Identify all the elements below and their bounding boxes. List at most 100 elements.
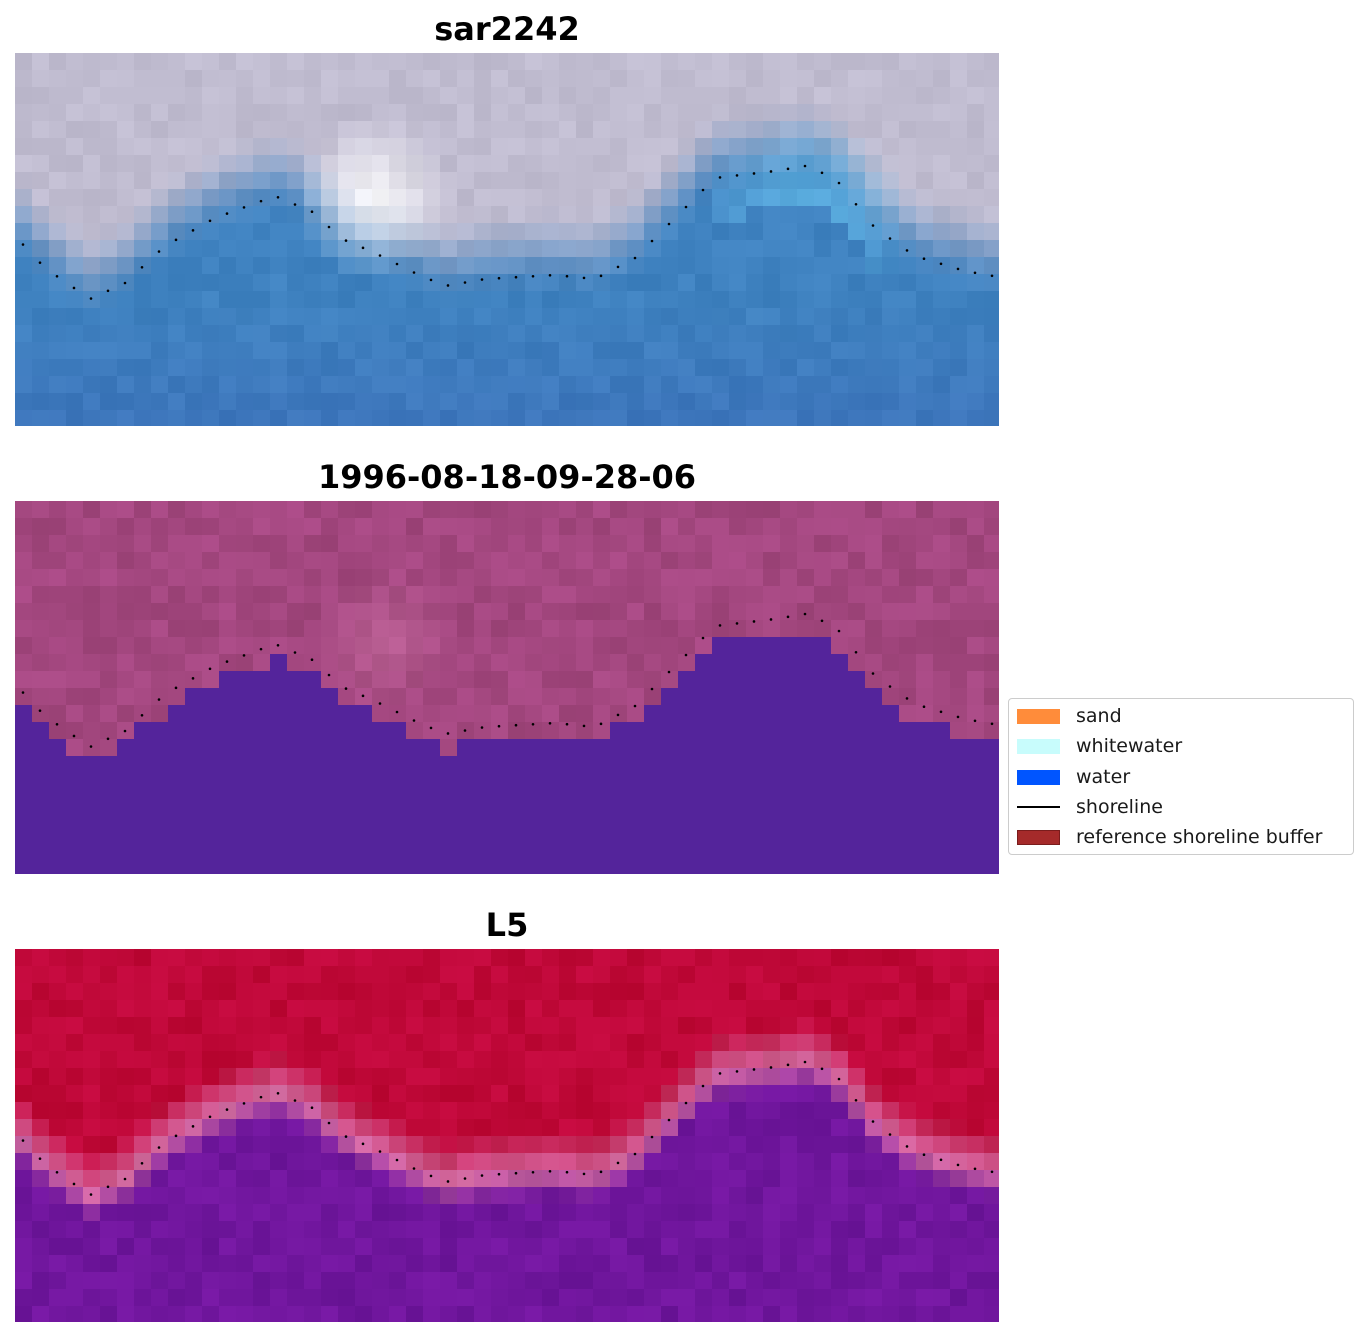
pixel-cell [678,274,696,292]
pixel-cell [508,841,526,859]
pixel-cell [457,155,475,173]
pixel-cell [236,983,254,1001]
pixel-cell [83,722,101,740]
pixel-cell [542,637,560,655]
pixel-cell [117,586,135,604]
pixel-cell [423,722,441,740]
pixel-cell [423,535,441,553]
pixel-cell [882,53,900,71]
pixel-cell [219,637,237,655]
pixel-cell [287,393,305,411]
pixel-cell [627,620,645,638]
shoreline-dot [718,1072,722,1075]
pixel-cell [797,1170,815,1188]
pixel-cell [661,53,679,71]
pixel-cell [916,637,934,655]
pixel-cell [542,671,560,689]
pixel-cell [950,1085,968,1103]
pixel-cell [797,1034,815,1052]
pixel-cell [678,824,696,842]
pixel-cell [678,359,696,377]
pixel-cell [49,1170,67,1188]
pixel-cell [202,1017,220,1035]
pixel-cell [525,240,543,258]
pixel-cell [66,206,84,224]
pixel-cell [219,1085,237,1103]
pixel-cell [797,603,815,621]
pixel-cell [185,552,203,570]
pixel-cell [253,189,271,207]
pixel-cell [423,773,441,791]
pixel-cell [304,824,322,842]
pixel-cell [831,1221,849,1239]
pixel-cell [406,586,424,604]
pixel-cell [814,1204,832,1222]
pixel-cell [695,1034,713,1052]
pixel-cell [287,569,305,587]
pixel-cell [474,1034,492,1052]
pixel-cell [576,518,594,536]
pixel-cell [15,1051,33,1069]
pixel-cell [950,53,968,71]
pixel-cell [236,841,254,859]
pixel-cell [848,206,866,224]
pixel-cell [984,104,999,122]
pixel-cell [950,1034,968,1052]
pixel-cell [32,773,50,791]
pixel-cell [831,325,849,343]
pixel-cell [389,501,407,519]
pixel-cell [236,53,254,71]
pixel-cell [202,966,220,984]
pixel-cell [457,206,475,224]
pixel-cell [848,87,866,105]
pixel-cell [695,1119,713,1137]
pixel-cell [814,53,832,71]
pixel-cell [168,1187,186,1205]
pixel-cell [933,722,951,740]
pixel-cell [610,1272,628,1290]
pixel-cell [814,966,832,984]
pixel-cell [66,739,84,757]
pixel-cell [729,858,747,874]
pixel-cell [984,1085,999,1103]
pixel-cell [831,603,849,621]
pixel-cell [83,569,101,587]
pixel-cell [576,756,594,774]
pixel-cell [661,1170,679,1188]
pixel-cell [134,223,152,241]
pixel-cell [83,637,101,655]
pixel-cell [270,1170,288,1188]
pixel-cell [984,70,999,88]
pixel-cell [627,773,645,791]
pixel-cell [185,1136,203,1154]
pixel-cell [644,1102,662,1120]
pixel-cell [168,518,186,536]
pixel-cell [304,983,322,1001]
pixel-cell [950,501,968,519]
pixel-cell [253,1306,271,1322]
pixel-cell [457,688,475,706]
pixel-cell [66,1187,84,1205]
pixel-cell [712,1068,730,1086]
pixel-cell [559,393,577,411]
pixel-cell [32,308,50,326]
pixel-cell [287,1119,305,1137]
pixel-cell [610,966,628,984]
pixel-cell [304,1204,322,1222]
pixel-cell [338,654,356,672]
pixel-cell [695,138,713,156]
pixel-cell [559,824,577,842]
pixel-cell [882,1170,900,1188]
pixel-cell [882,274,900,292]
pixel-cell [457,138,475,156]
pixel-cell [729,773,747,791]
pixel-cell [304,189,322,207]
legend-item-whitewater: whitewater [1017,735,1182,757]
pixel-cell [644,53,662,71]
pixel-cell [474,966,492,984]
pixel-cell [151,501,169,519]
shoreline-dot [514,723,518,727]
pixel-cell [15,773,33,791]
pixel-cell [508,410,526,426]
pixel-cell [542,240,560,258]
